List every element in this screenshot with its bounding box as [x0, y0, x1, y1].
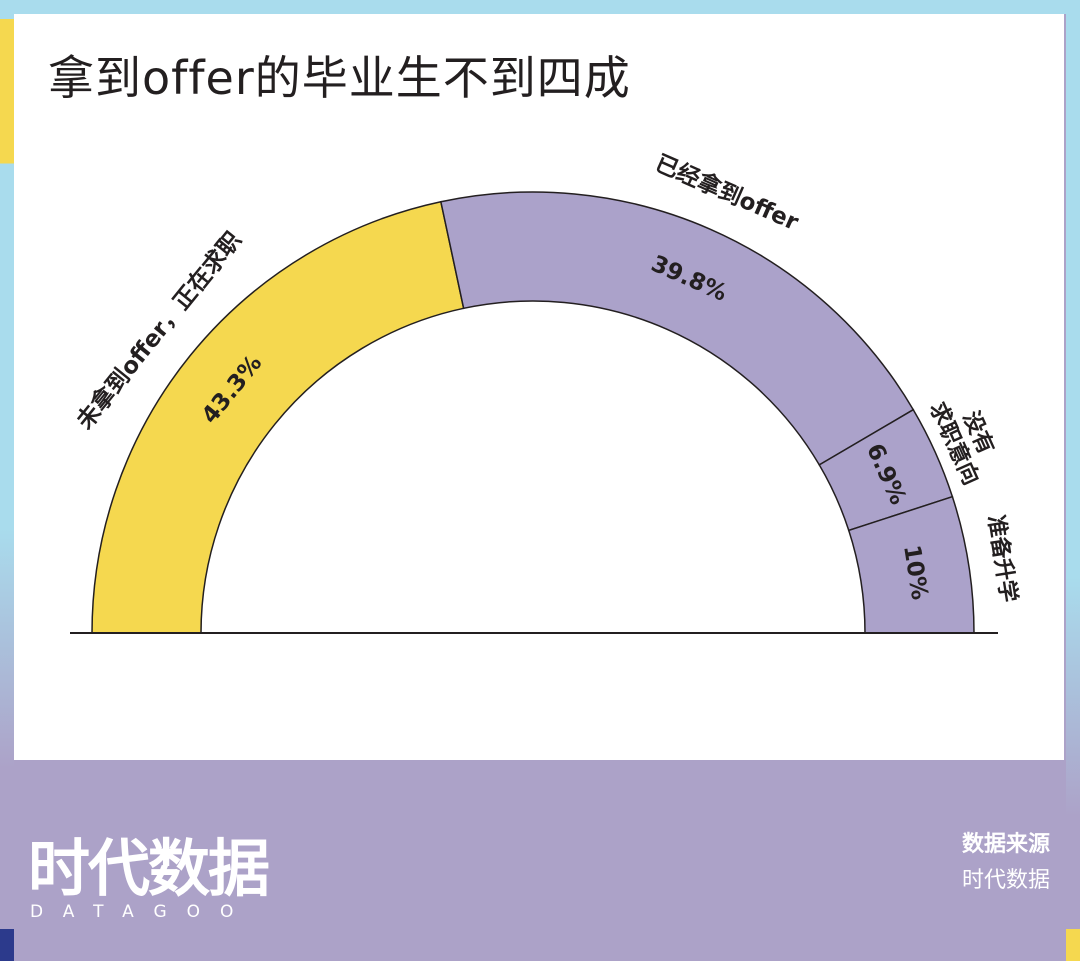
brand-logo: 时代数据 [28, 832, 270, 905]
frame-right-border [1066, 0, 1080, 961]
source-value: 时代数据 [961, 868, 1050, 893]
frame-top-border [0, 0, 1080, 14]
slice-1 [439, 191, 915, 466]
slice-0 [91, 200, 465, 634]
category-label-3: 准备升学 [982, 513, 1021, 604]
chart-title: 拿到offer的毕业生不到四成 [48, 51, 631, 105]
brand-subtitle: DATAGOO [30, 902, 254, 922]
source-label: 数据来源 [961, 832, 1050, 857]
frame-left-border [0, 0, 14, 961]
corner-accent-right [1066, 929, 1080, 961]
corner-accent-left [0, 929, 14, 961]
